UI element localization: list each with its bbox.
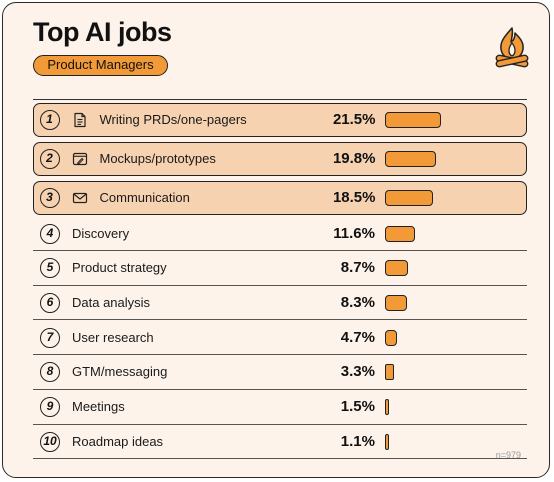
- envelope-icon: [72, 192, 87, 204]
- bar: [385, 364, 394, 381]
- bar: [385, 433, 389, 450]
- value-label: 18.5%: [332, 189, 376, 206]
- value-label: 21.5%: [332, 111, 376, 128]
- value-label: 11.6%: [333, 224, 375, 242]
- bar-row: 5 Product strategy 8.7%: [33, 252, 527, 286]
- rank-badge: 6: [40, 292, 60, 313]
- rank-badge: 7: [40, 327, 60, 348]
- value-label: 1.5%: [340, 398, 375, 415]
- chart-card: Top AI jobs Product Managers 1 Writing PR…: [2, 2, 550, 478]
- bar-row: 8 GTM/messaging 3.3%: [33, 356, 527, 390]
- category-label: Mockups/prototypes: [99, 151, 216, 166]
- bar-row: 1 Writing PRDs/one-pagers 21.5%: [33, 103, 527, 137]
- bar-row: 3 Communication 18.5%: [33, 181, 527, 215]
- category-label: User research: [72, 329, 154, 345]
- bar: [385, 399, 389, 415]
- category-label: Roadmap ideas: [72, 433, 164, 449]
- rank-badge: 9: [40, 397, 60, 417]
- value-label: 8.3%: [340, 293, 375, 311]
- bar-row: 10 Roadmap ideas 1.1%: [33, 425, 527, 460]
- bar: [384, 151, 437, 167]
- bar: [385, 260, 408, 277]
- campfire-icon: [495, 27, 529, 68]
- value-label: 19.8%: [332, 150, 376, 167]
- rank-badge: 3: [39, 188, 60, 208]
- bar: [385, 225, 416, 242]
- chart-title: Top AI jobs: [33, 17, 172, 47]
- document-icon: [73, 112, 86, 128]
- rank-badge: 4: [40, 223, 60, 244]
- rank-badge: 8: [40, 362, 60, 383]
- rank-badge: 1: [39, 110, 60, 130]
- category-label: Product strategy: [72, 260, 167, 276]
- rank-badge: 10: [40, 431, 60, 452]
- category-label: Writing PRDs/one-pagers: [99, 112, 247, 127]
- value-label: 3.3%: [340, 363, 375, 381]
- value-label: 4.7%: [340, 328, 375, 346]
- bar: [384, 112, 441, 128]
- bar: [385, 294, 407, 311]
- category-label: Discovery: [72, 225, 130, 241]
- sample-size: n=979: [495, 450, 521, 460]
- bar: [384, 190, 433, 206]
- value-label: 1.1%: [340, 432, 375, 450]
- rank-badge: 2: [39, 149, 60, 169]
- bar-row: 2 Mockups/prototypes 19.8%: [33, 142, 527, 176]
- category-label: GTM/messaging: [72, 364, 168, 380]
- bar-row: 4 Discovery 11.6%: [33, 217, 527, 251]
- subtitle-pill: Product Managers: [33, 55, 168, 76]
- header-divider: [33, 99, 527, 100]
- rank-badge: 5: [40, 258, 60, 279]
- category-label: Communication: [99, 190, 190, 205]
- value-label: 8.7%: [340, 259, 375, 277]
- bar-row: 6 Data analysis 8.3%: [33, 286, 527, 321]
- mockup-icon: [72, 152, 87, 166]
- category-label: Meetings: [72, 399, 125, 414]
- bar-row: 9 Meetings 1.5%: [33, 391, 527, 425]
- category-label: Data analysis: [72, 294, 151, 310]
- bar: [385, 329, 398, 346]
- bar-row: 7 User research 4.7%: [33, 321, 527, 356]
